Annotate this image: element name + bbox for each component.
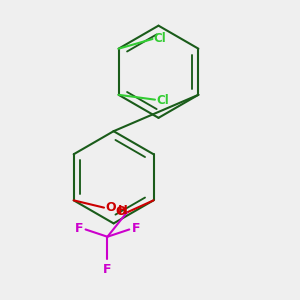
Text: Cl: Cl: [154, 32, 166, 45]
Text: F: F: [103, 263, 112, 276]
Text: O: O: [105, 200, 116, 214]
Text: F: F: [75, 222, 83, 235]
Text: H: H: [118, 204, 128, 217]
Text: Cl: Cl: [156, 94, 169, 107]
Text: F: F: [132, 222, 140, 235]
Text: O: O: [116, 205, 126, 218]
